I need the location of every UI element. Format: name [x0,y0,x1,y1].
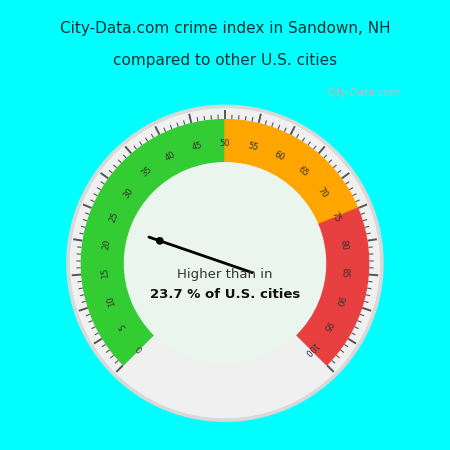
Wedge shape [225,120,358,225]
Text: 85: 85 [340,267,350,278]
Text: 65: 65 [296,165,310,179]
Text: 20: 20 [101,238,112,250]
Text: 15: 15 [100,267,110,278]
Circle shape [67,105,383,421]
Text: 25: 25 [108,211,120,224]
Text: 70: 70 [315,186,329,200]
Text: 40: 40 [164,150,177,163]
Text: City-Data.com crime index in Sandown, NH: City-Data.com crime index in Sandown, NH [60,21,390,36]
Text: 100: 100 [301,339,319,357]
Text: ⓘ: ⓘ [333,86,341,99]
Text: 0: 0 [135,343,145,353]
Text: City-Data.com: City-Data.com [326,88,400,98]
Text: 80: 80 [338,238,349,251]
Text: 60: 60 [273,150,286,163]
Text: 90: 90 [333,294,345,307]
Circle shape [157,238,163,244]
Text: Higher than in: Higher than in [177,268,273,281]
Text: 50: 50 [220,139,230,148]
Text: 10: 10 [105,294,117,307]
Text: 35: 35 [140,165,154,179]
Circle shape [125,163,325,364]
Text: 55: 55 [247,141,259,152]
Text: 30: 30 [121,186,135,200]
Text: 95: 95 [321,319,334,333]
Text: compared to other U.S. cities: compared to other U.S. cities [113,53,337,68]
Text: 75: 75 [330,211,342,224]
Wedge shape [296,208,369,365]
Circle shape [71,109,379,418]
Text: 5: 5 [117,321,128,330]
Wedge shape [81,120,225,365]
Text: 23.7 % of U.S. cities: 23.7 % of U.S. cities [150,288,300,302]
Text: 45: 45 [191,141,203,152]
